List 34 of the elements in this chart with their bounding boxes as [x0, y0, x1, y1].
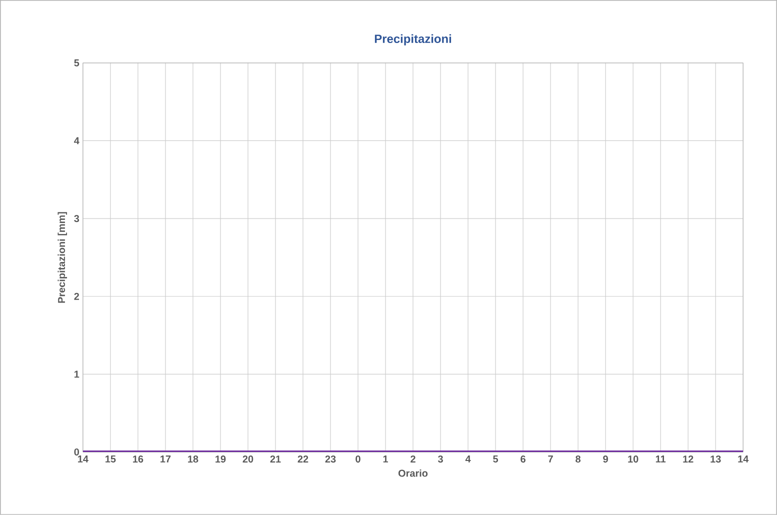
x-tick-label: 13 — [710, 456, 721, 463]
x-tick-label: 6 — [520, 456, 526, 463]
y-tick-label: 4 — [74, 137, 80, 144]
x-tick-label: 21 — [270, 456, 281, 463]
y-tick-label: 5 — [74, 59, 80, 66]
x-tick-label: 1 — [383, 456, 388, 462]
y-tick-label: 1 — [74, 370, 80, 378]
x-tick-label: 22 — [298, 456, 308, 463]
x-tick-label: 2 — [410, 456, 416, 463]
x-tick-label: 5 — [493, 456, 498, 463]
x-tick-label: 16 — [133, 456, 144, 463]
x-tick-label: 14 — [78, 456, 88, 462]
x-tick-label: 17 — [160, 456, 171, 462]
y-tick-label: 3 — [74, 215, 80, 222]
y-tick-label: 0 — [74, 448, 80, 456]
x-tick-label: 4 — [465, 456, 471, 462]
x-tick-label: 11 — [656, 456, 666, 462]
x-tick-label: 12 — [683, 456, 694, 463]
x-tick-label: 10 — [628, 456, 638, 463]
y-axis-title: Precipitazioni [mm] — [58, 212, 68, 303]
x-tick-label: 9 — [603, 456, 608, 463]
x-axis-title: Orario — [398, 469, 428, 477]
x-tick-label: 19 — [216, 456, 226, 463]
x-tick-label: 0 — [356, 456, 360, 463]
x-tick-label: 20 — [242, 456, 254, 463]
chart-title: Precipitazioni — [374, 34, 452, 46]
x-tick-label: 7 — [548, 456, 553, 462]
x-tick-label: 15 — [106, 456, 116, 463]
x-tick-label: 14 — [738, 456, 749, 462]
x-tick-label: 8 — [576, 456, 581, 463]
x-tick-label: 23 — [325, 456, 336, 463]
x-tick-label: 3 — [438, 456, 443, 463]
x-tick-label: 18 — [188, 456, 198, 463]
y-tick-label: 2 — [74, 292, 80, 300]
